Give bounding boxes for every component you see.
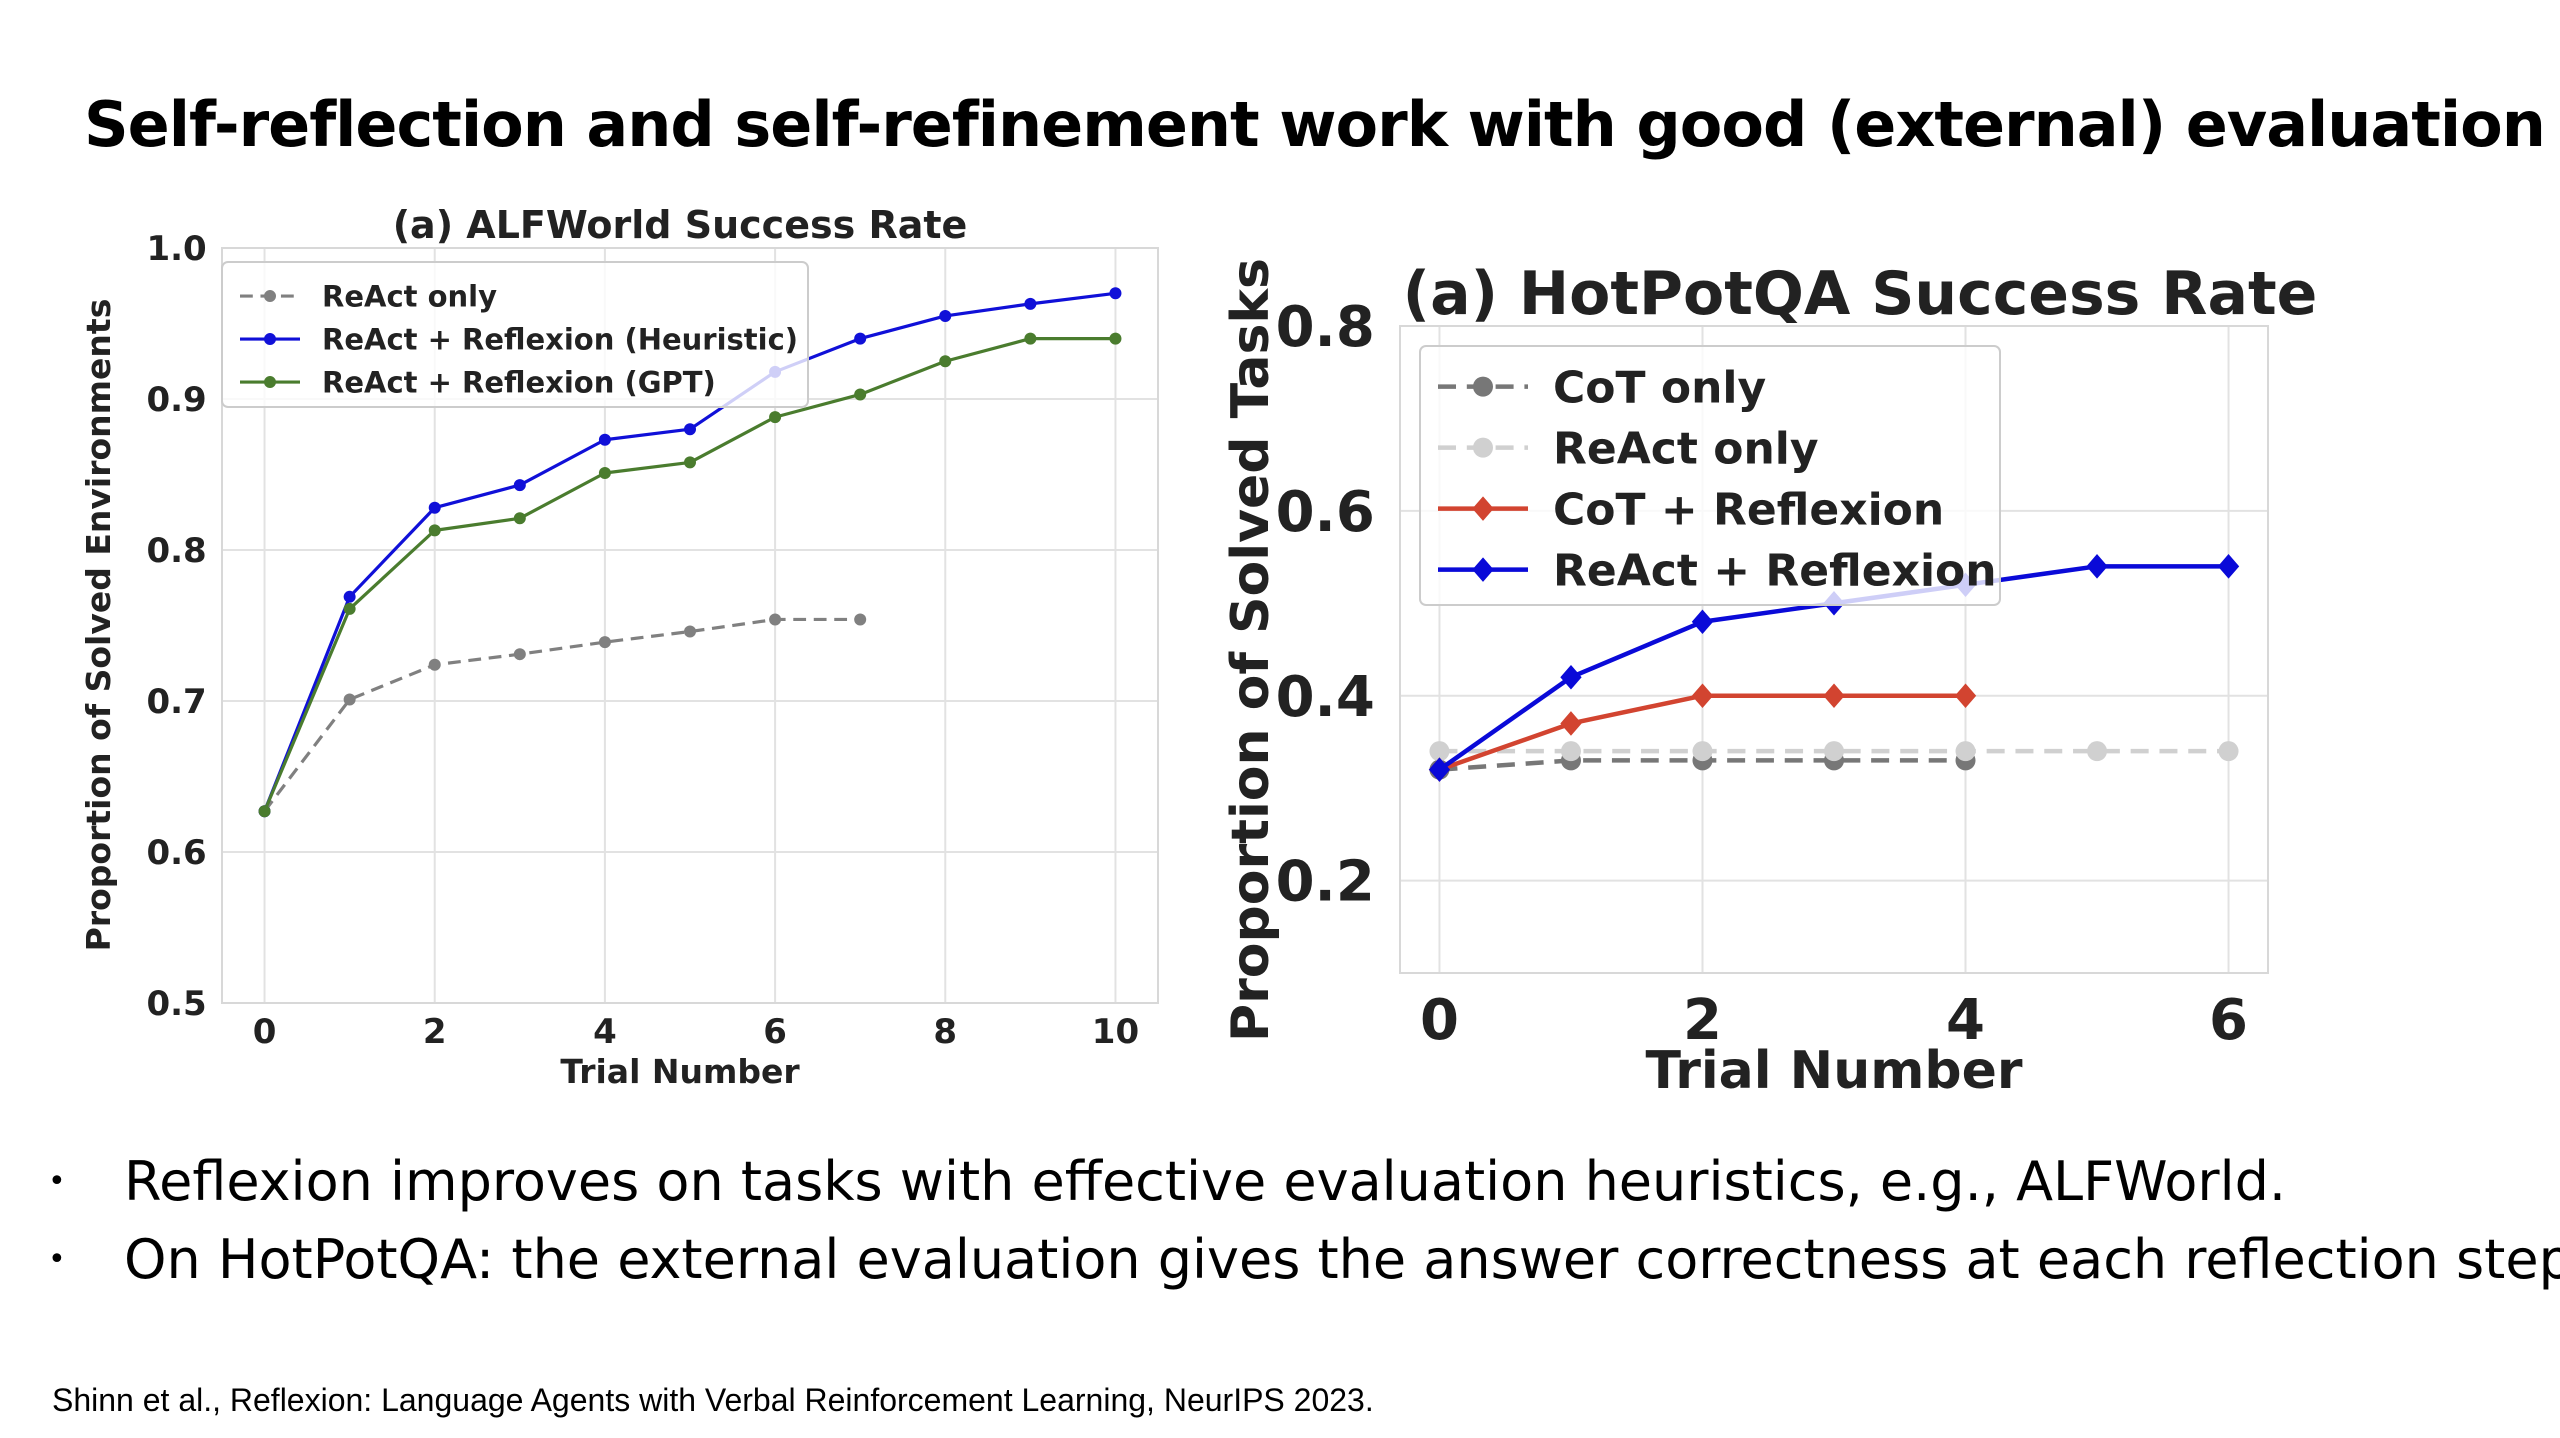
alfworld-data-point: [428, 658, 441, 671]
hotpotqa-ytick-label: 0.2: [1276, 850, 1375, 915]
alfworld-data-point: [854, 388, 867, 401]
alfworld-data-point: [258, 805, 271, 818]
hotpotqa-data-point: [1560, 711, 1582, 736]
alfworld-data-point: [769, 613, 782, 626]
alfworld-data-point: [343, 693, 356, 706]
alfworld-data-point: [939, 309, 952, 322]
bullet-text: On HotPotQA: the external evaluation giv…: [124, 1228, 2560, 1291]
hotpotqa-xtick-label: 4: [1946, 988, 1985, 1053]
alfworld-plot-frame: [221, 247, 1159, 1004]
alfworld-data-point: [598, 466, 611, 479]
alfworld-data-point: [769, 411, 782, 424]
bullet-dot-icon: •: [48, 1242, 66, 1277]
alfworld-data-point: [1109, 332, 1122, 345]
alfworld-xtick-label: 10: [1092, 1012, 1139, 1052]
alfworld-data-point: [428, 524, 441, 537]
hotpotqa-legend-marker: [1472, 557, 1494, 582]
alfworld-data-point: [1024, 297, 1037, 310]
hotpotqa-data-point: [2217, 554, 2240, 579]
alfworld-legend-label: ReAct + Reflexion (Heuristic): [322, 323, 798, 357]
hotpotqa-legend-label: ReAct only: [1553, 423, 1819, 474]
hotpotqa-ytick-label: 0.6: [1276, 480, 1375, 545]
alfworld-data-point: [684, 625, 696, 638]
bullet-dot-icon: •: [48, 1164, 66, 1199]
hotpotqa-data-point: [1692, 741, 1713, 762]
alfworld-data-point: [1109, 287, 1122, 300]
hotpotqa-ytick-label: 0.4: [1276, 665, 1375, 730]
hotpotqa-data-point: [1429, 741, 1450, 762]
alfworld-data-point: [343, 590, 356, 603]
hotpotqa-data-point: [2086, 554, 2108, 579]
citation: Shinn et al., Reflexion: Language Agents…: [52, 1382, 1374, 1418]
alfworld-legend-label: ReAct only: [322, 280, 497, 314]
hotpotqa-legend-label: CoT + Reflexion: [1553, 484, 1944, 535]
hotpotqa-data-point: [1560, 741, 1581, 762]
alfworld-data-point: [513, 479, 526, 492]
alfworld-data-point: [684, 456, 696, 469]
hotpotqa-plot-frame: [1399, 325, 2269, 974]
hotpotqa-data-point: [1954, 683, 1977, 708]
alfworld-legend-box: [221, 261, 809, 408]
alfworld-ytick-label: 0.8: [146, 531, 206, 571]
alfworld-ytick-label: 1.0: [146, 229, 206, 269]
alfworld-legend-marker: [264, 376, 276, 389]
alfworld-xtick-label: 4: [593, 1012, 617, 1052]
hotpotqa-legend-marker: [1473, 376, 1493, 397]
hotpotqa-data-point: [1691, 683, 1714, 708]
alfworld-data-point: [513, 648, 526, 661]
alfworld-ytick-label: 0.6: [146, 833, 206, 873]
alfworld-data-point: [598, 636, 611, 649]
hotpotqa-data-point: [1428, 757, 1451, 782]
alfworld-xtick-label: 0: [253, 1012, 277, 1052]
hotpotqa-legend-marker: [1473, 437, 1493, 458]
hotpotqa-legend-box: [1419, 345, 2001, 606]
hotpotqa-data-point: [1560, 664, 1582, 690]
hotpotqa-legend-label: ReAct + Reflexion: [1553, 545, 1997, 596]
hotpotqa-ytick-label: 0.8: [1276, 295, 1375, 360]
hotpotqa-data-point: [1691, 609, 1714, 635]
hotpotqa-data-point: [1824, 741, 1844, 762]
alfworld-data-point: [854, 613, 867, 626]
hotpotqa-x-axis-label: Trial Number: [1645, 1041, 2022, 1101]
alfworld-data-point: [1024, 332, 1037, 345]
alfworld-data-point: [854, 332, 867, 345]
hotpotqa-chart-title: (a) HotPotQA Success Rate: [1403, 259, 2318, 329]
alfworld-ytick-label: 0.7: [146, 682, 206, 722]
alfworld-xtick-label: 2: [423, 1012, 447, 1052]
alfworld-xtick-label: 8: [933, 1012, 957, 1052]
hotpotqa-data-point: [1955, 741, 1976, 762]
alfworld-data-point: [684, 423, 696, 436]
alfworld-legend-marker: [264, 290, 276, 303]
alfworld-chart-title: (a) ALFWorld Success Rate: [393, 203, 968, 247]
hotpotqa-data-point: [2087, 741, 2108, 762]
hotpotqa-data-point: [2218, 741, 2239, 762]
hotpotqa-data-point: [1823, 683, 1845, 708]
alfworld-series-line: [263, 617, 861, 813]
alfworld-xtick-label: 6: [763, 1012, 787, 1052]
alfworld-ytick-label: 0.9: [146, 380, 206, 420]
alfworld-legend-label: ReAct + Reflexion (GPT): [322, 366, 716, 400]
hotpotqa-xtick-label: 0: [1420, 988, 1459, 1053]
alfworld-x-axis-label: Trial Number: [560, 1052, 800, 1091]
hotpotqa-legend-label: CoT only: [1553, 362, 1766, 413]
alfworld-legend-marker: [264, 333, 276, 346]
alfworld-data-point: [513, 512, 526, 525]
alfworld-data-point: [343, 602, 356, 615]
hotpotqa-legend-marker: [1472, 496, 1494, 521]
hotpotqa-xtick-label: 6: [2209, 988, 2248, 1053]
alfworld-data-point: [598, 433, 611, 446]
alfworld-data-point: [428, 501, 441, 514]
slide-title: Self-reflection and self-refinement work…: [84, 88, 2546, 161]
hotpotqa-y-axis-label: Proportion of Solved Tasks: [1221, 258, 1281, 1042]
alfworld-data-point: [939, 355, 952, 368]
alfworld-ytick-label: 0.5: [146, 984, 206, 1024]
bullet-text: Reflexion improves on tasks with effecti…: [124, 1150, 2287, 1213]
alfworld-y-axis-label: Proportion of Solved Environments: [79, 299, 118, 952]
hotpotqa-xtick-label: 2: [1683, 988, 1722, 1053]
